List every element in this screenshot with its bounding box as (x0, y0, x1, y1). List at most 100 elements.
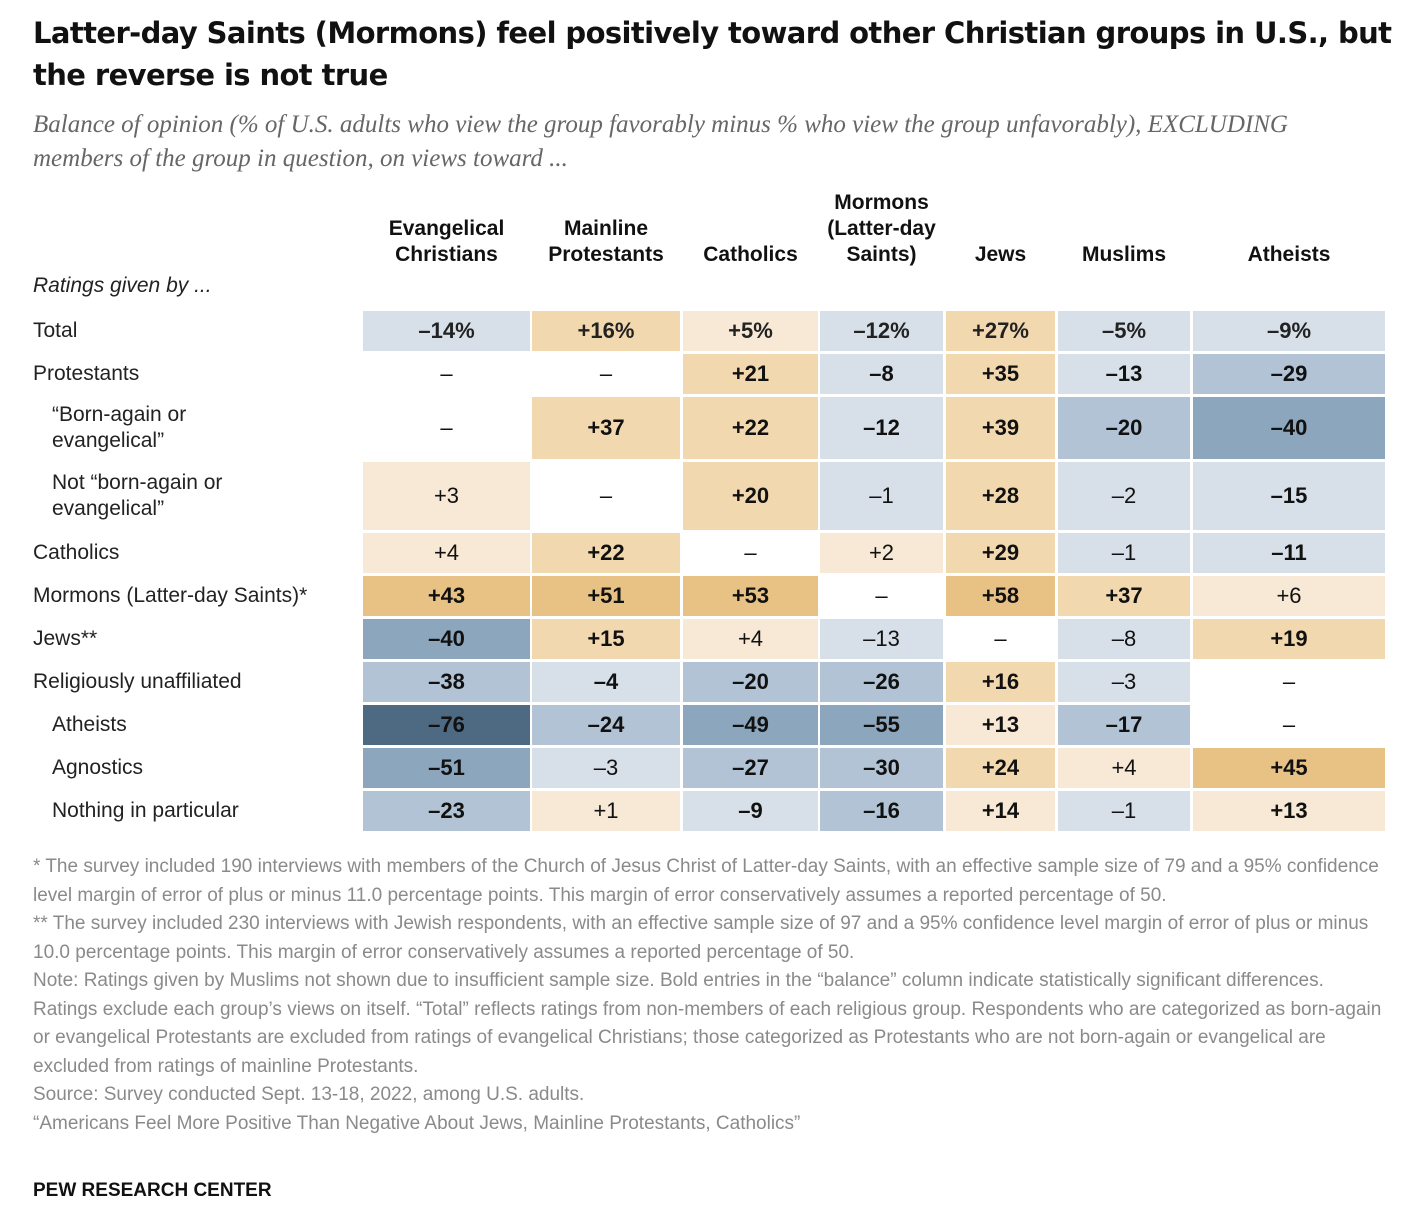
table-cell: –26 (820, 662, 943, 702)
report-title: “Americans Feel More Positive Than Negat… (33, 1112, 801, 1134)
table-cell: +13 (946, 705, 1055, 745)
table-cell: +37 (532, 397, 680, 459)
table-cell: +1 (532, 791, 680, 831)
table-cell: – (683, 533, 818, 573)
table-cell: – (1193, 662, 1385, 702)
row-label: Agnostics (52, 756, 144, 779)
table-cell: +2 (820, 533, 943, 573)
column-header: Evangelical Christians (388, 217, 505, 266)
table-cell: –51 (363, 748, 530, 788)
table-cell: +43 (363, 576, 530, 616)
table-cell: –9 (683, 791, 818, 831)
source: Source: Survey conducted Sept. 13-18, 20… (33, 1084, 585, 1105)
chart-title: Latter-day Saints (Mormons) feel positiv… (33, 16, 1392, 92)
brand-logo: PEW RESEARCH CENTER (33, 1180, 272, 1201)
table-cell: –30 (820, 748, 943, 788)
note: Note: Ratings given by Muslims not shown… (33, 970, 1382, 1077)
table-cell: +39 (946, 397, 1055, 459)
row-label: Religiously unaffiliated (33, 670, 242, 693)
table-cell: –13 (820, 619, 943, 659)
row-label: Mormons (Latter-day Saints)* (33, 584, 308, 607)
table-cell: –8 (820, 354, 943, 394)
table-cell: +4 (363, 533, 530, 573)
table-cell: +16% (532, 311, 680, 351)
chart-subtitle: Balance of opinion (% of U.S. adults who… (33, 111, 1288, 172)
table-cell: +21 (683, 354, 818, 394)
table-cell: –1 (820, 462, 943, 530)
table-cell: –76 (363, 705, 530, 745)
footnotes: * The survey included 190 interviews wit… (33, 853, 1393, 1138)
table-cell: –29 (1193, 354, 1385, 394)
table-cell: –3 (1058, 662, 1190, 702)
table-cell: – (946, 619, 1055, 659)
table-cell: +16 (946, 662, 1055, 702)
table-cell: –55 (820, 705, 943, 745)
table-cell: –27 (683, 748, 818, 788)
table-cell: +29 (946, 533, 1055, 573)
column-header: Mainline Protestants (548, 217, 664, 266)
table-cell: –12% (820, 311, 943, 351)
row-label: Not “born-again or evangelical” (52, 471, 223, 520)
table-cell: –8 (1058, 619, 1190, 659)
table-cell: +6 (1193, 576, 1385, 616)
table-cell: +27% (946, 311, 1055, 351)
row-label: Nothing in particular (52, 799, 239, 822)
table-cell: +22 (683, 397, 818, 459)
table-cell: – (1193, 705, 1385, 745)
table-cell: +37 (1058, 576, 1190, 616)
table-cell: +4 (1058, 748, 1190, 788)
table-cell: –20 (683, 662, 818, 702)
table-cell: +20 (683, 462, 818, 530)
table-cell: –38 (363, 662, 530, 702)
table-cell: +35 (946, 354, 1055, 394)
table-cell: – (532, 354, 680, 394)
table-cell: –14% (363, 311, 530, 351)
table-cell: –4 (532, 662, 680, 702)
column-header: Atheists (1247, 243, 1331, 266)
table-cell: –12 (820, 397, 943, 459)
table-cell: +4 (683, 619, 818, 659)
table-cell: – (363, 354, 530, 394)
footnote-mormons: * The survey included 190 interviews wit… (33, 856, 1379, 906)
table-cell: –2 (1058, 462, 1190, 530)
table-cell: – (820, 576, 943, 616)
table-cell: +53 (683, 576, 818, 616)
table-cell: +45 (1193, 748, 1385, 788)
table-cell: –17 (1058, 705, 1190, 745)
table-cell: –23 (363, 791, 530, 831)
table-cell: +5% (683, 311, 818, 351)
table-cell: – (532, 462, 680, 530)
table-cell: –16 (820, 791, 943, 831)
table-cell: –1 (1058, 791, 1190, 831)
table-cell: –24 (532, 705, 680, 745)
table-cell: +24 (946, 748, 1055, 788)
row-label: Jews** (33, 627, 98, 650)
row-label: Protestants (33, 362, 140, 385)
table-cell: –5% (1058, 311, 1190, 351)
table-cell: +3 (363, 462, 530, 530)
table-cell: +19 (1193, 619, 1385, 659)
row-label: Atheists (52, 713, 127, 736)
table-cell: –20 (1058, 397, 1190, 459)
column-header: Catholics (703, 243, 798, 266)
column-header: Muslims (1081, 243, 1167, 266)
table-cell: +28 (946, 462, 1055, 530)
table-cell: +13 (1193, 791, 1385, 831)
table-cell: +58 (946, 576, 1055, 616)
table-cell: +22 (532, 533, 680, 573)
table-cell: –11 (1193, 533, 1385, 573)
table-cell: +15 (532, 619, 680, 659)
footnote-jews: ** The survey included 230 interviews wi… (33, 913, 1369, 963)
table-cell: +51 (532, 576, 680, 616)
column-header: Mormons (Latter-day Saints) (827, 191, 936, 266)
table-cell: –40 (1193, 397, 1385, 459)
column-header: Jews (974, 243, 1027, 266)
table-cell: –49 (683, 705, 818, 745)
rated-by-label: Ratings given by ... (33, 274, 212, 297)
table-cell: – (363, 397, 530, 459)
table-cell: –15 (1193, 462, 1385, 530)
table-cell: –13 (1058, 354, 1190, 394)
row-label: Total (33, 319, 78, 342)
table-cell: –9% (1193, 311, 1385, 351)
row-label: Catholics (33, 541, 120, 564)
